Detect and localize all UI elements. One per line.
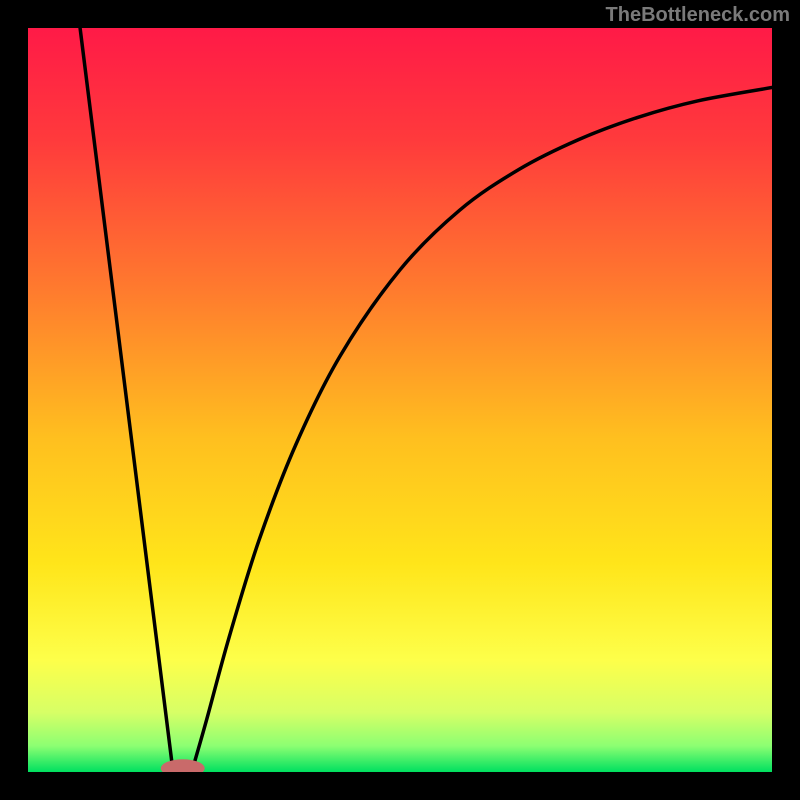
watermark-text: TheBottleneck.com [606, 4, 790, 27]
left-line [80, 28, 173, 772]
plot-area [28, 28, 772, 772]
curve-layer [28, 28, 772, 772]
optimal-marker [161, 759, 205, 772]
right-curve [192, 88, 772, 772]
chart-container: TheBottleneck.com [0, 0, 800, 800]
